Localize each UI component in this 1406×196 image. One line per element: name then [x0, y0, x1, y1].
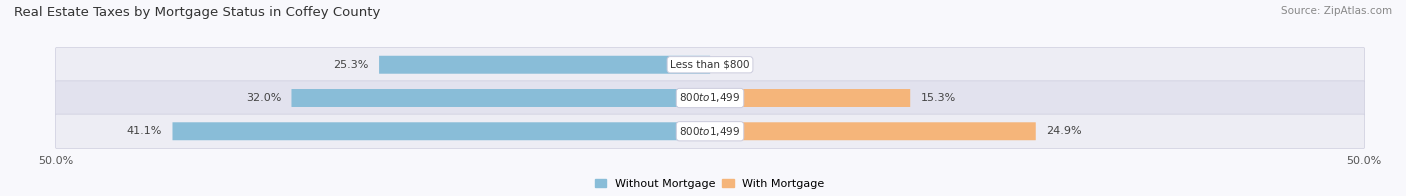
Text: 41.1%: 41.1% [127, 126, 162, 136]
FancyBboxPatch shape [291, 89, 710, 107]
Text: 0.0%: 0.0% [720, 60, 749, 70]
Text: $800 to $1,499: $800 to $1,499 [679, 92, 741, 104]
Legend: Without Mortgage, With Mortgage: Without Mortgage, With Mortgage [595, 179, 825, 189]
FancyBboxPatch shape [55, 48, 1365, 82]
FancyBboxPatch shape [710, 122, 1036, 140]
Text: 25.3%: 25.3% [333, 60, 368, 70]
Text: 32.0%: 32.0% [246, 93, 281, 103]
FancyBboxPatch shape [380, 56, 710, 74]
FancyBboxPatch shape [55, 81, 1365, 115]
Text: $800 to $1,499: $800 to $1,499 [679, 125, 741, 138]
Text: Less than $800: Less than $800 [671, 60, 749, 70]
Text: 24.9%: 24.9% [1046, 126, 1081, 136]
Text: Source: ZipAtlas.com: Source: ZipAtlas.com [1281, 6, 1392, 16]
Text: Real Estate Taxes by Mortgage Status in Coffey County: Real Estate Taxes by Mortgage Status in … [14, 6, 381, 19]
FancyBboxPatch shape [710, 89, 910, 107]
Text: 15.3%: 15.3% [921, 93, 956, 103]
FancyBboxPatch shape [55, 114, 1365, 148]
FancyBboxPatch shape [173, 122, 710, 140]
